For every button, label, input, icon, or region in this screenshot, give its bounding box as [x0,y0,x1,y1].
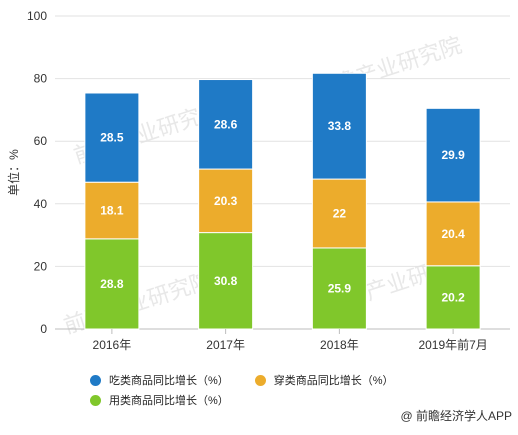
legend-label-eat: 吃类商品同比增长（%） [109,375,229,387]
legend-label-use: 用类商品同比增长（%） [109,395,229,407]
data-label: 18.1 [100,204,124,218]
x-tick-label: 2017年 [206,338,245,352]
bar-segment [84,92,140,183]
data-label: 28.6 [214,117,238,131]
legend-row-2: 用类商品同比增长（%） [90,390,450,410]
bar-segment [311,247,367,330]
data-label: 20.4 [441,227,465,241]
source-credit: @ 前瞻经济学人APP [400,409,512,423]
y-tick-label: 20 [34,259,48,273]
data-label: 22 [333,207,347,221]
data-label: 20.3 [214,194,238,208]
y-axis-label: 单位：% [6,149,21,196]
legend-label-wear: 穿类商品同比增长（%） [273,375,394,387]
legend-swatch-eat [90,374,101,386]
legend-row-1: 吃类商品同比增长（%） 穿类商品同比增长（%） [90,370,450,390]
legend-swatch-wear [254,374,266,386]
bar-segment [84,181,140,240]
legend-swatch-use [90,394,101,406]
bar-segment [198,79,254,170]
x-tick-label: 2016年 [93,338,132,352]
y-tick-label: 80 [34,72,48,86]
x-tick-label: 2019年前7月 [418,337,487,352]
legend-item-wear[interactable]: 穿类商品同比增长（%） [254,372,394,388]
y-tick-label: 40 [34,197,48,211]
bar-segment [425,201,481,267]
bar-segment [425,107,481,203]
data-label: 25.9 [328,281,352,295]
legend-item-use[interactable]: 用类商品同比增长（%） [90,392,229,408]
legend-item-eat[interactable]: 吃类商品同比增长（%） [90,372,229,388]
data-label: 33.8 [328,119,352,133]
bar-segment [311,72,367,180]
data-label: 20.2 [441,290,465,304]
y-tick-label: 0 [40,322,47,336]
y-tick-label: 100 [27,9,47,23]
legend: 吃类商品同比增长（%） 穿类商品同比增长（%） 用类商品同比增长（%） [90,370,450,410]
x-tick-label: 2018年 [320,338,359,352]
bar-segment [198,168,254,234]
data-label: 28.5 [100,131,124,145]
bar-segment [311,178,367,249]
data-label: 29.9 [441,148,465,162]
y-tick-label: 60 [34,134,48,148]
data-label: 28.8 [100,277,124,291]
data-label: 30.8 [214,274,238,288]
bar-segment [198,232,254,330]
